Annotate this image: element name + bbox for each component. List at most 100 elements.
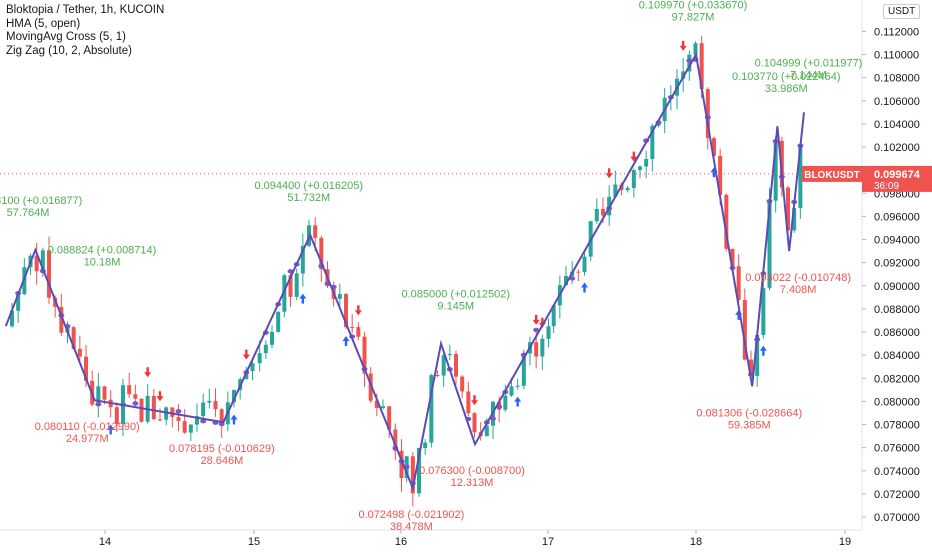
y-tick-label: 0.072000: [874, 489, 920, 501]
candle-body: [466, 391, 471, 414]
zigzag-label-volume: 57.764M: [7, 207, 50, 219]
indicator-hma[interactable]: HMA (5, open): [6, 17, 81, 30]
candle-body: [34, 255, 39, 272]
arrow-up-icon: [581, 282, 589, 293]
candle-body: [460, 376, 465, 392]
candle-body: [540, 338, 545, 357]
arrow-down-icon: [538, 317, 546, 328]
candle-body: [219, 409, 224, 425]
y-tick-label: 0.096000: [874, 211, 920, 223]
candle-body: [638, 166, 643, 171]
candle-body: [724, 194, 729, 249]
candle-body: [798, 145, 803, 209]
hma-dot: [95, 402, 102, 407]
candle-body: [631, 170, 636, 188]
price-tag-bg: [862, 165, 932, 192]
zigzag-label-price: 0.093022 (-0.010748): [745, 272, 851, 284]
candle-body: [250, 363, 255, 372]
candle-body: [176, 416, 181, 422]
x-tick-label: 19: [839, 536, 851, 548]
candle-body: [270, 331, 275, 345]
candle-body: [736, 266, 741, 300]
candle-body: [387, 406, 392, 430]
candle-body: [10, 310, 15, 327]
candles-group: [10, 35, 804, 507]
candle-body: [381, 406, 386, 409]
candle-body: [300, 245, 305, 274]
candle-body: [712, 138, 717, 156]
zigzag-label-price: 0.078195 (-0.010629): [169, 443, 275, 455]
arrow-down-icon: [242, 349, 250, 360]
zigzag-label-volume: 9.145M: [437, 301, 474, 313]
candle-body: [509, 386, 514, 396]
zigzag-label-price: 0.085000 (+0.012502): [401, 289, 510, 301]
candle-body: [503, 395, 508, 410]
candle-body: [164, 407, 169, 420]
candle-body: [472, 413, 477, 433]
candle-body: [374, 400, 379, 409]
candle-body: [182, 421, 187, 433]
zigzag-label-price: 0.088824 (+0.008714): [48, 245, 157, 257]
zigzag-label-price: 0.094400 (+0.016205): [254, 180, 363, 192]
currency-button[interactable]: USDT: [883, 4, 921, 19]
candle-body: [423, 442, 428, 449]
candle-body: [195, 416, 200, 425]
arrow-down-icon: [144, 367, 152, 378]
hma-dot: [132, 401, 139, 406]
candle-body: [625, 187, 630, 191]
indicator-zigzag[interactable]: Zig Zag (10, 2, Absolute): [6, 44, 132, 57]
candle-body: [313, 225, 318, 238]
candle-body: [687, 54, 692, 72]
candle-body: [767, 200, 772, 288]
candle-body: [263, 344, 268, 354]
zigzag-label-price: 0.081306 (-0.028664): [696, 407, 802, 419]
candle-body: [515, 385, 520, 387]
x-tick-label: 15: [248, 536, 260, 548]
candle-body: [276, 311, 281, 332]
zigzag-label-price: 0.093100 (+0.016877): [0, 195, 82, 207]
candle-body: [484, 425, 489, 437]
y-tick-label: 0.090000: [874, 281, 920, 293]
arrow-up-icon: [342, 335, 350, 346]
candle-body: [232, 390, 237, 403]
chart-legend: Bloktopia / Tether, 1h, KUCOIN HMA (5, o…: [6, 4, 164, 58]
y-tick-label: 0.080000: [874, 396, 920, 408]
y-tick-label: 0.082000: [874, 373, 920, 385]
y-tick-label: 0.084000: [874, 350, 920, 362]
candle-body: [257, 353, 262, 364]
symbol-title[interactable]: Bloktopia / Tether, 1h, KUCOIN: [6, 4, 165, 16]
candle-body: [613, 184, 618, 197]
candle-body: [429, 375, 434, 443]
y-tick-label: 0.104000: [874, 119, 920, 131]
candle-body: [170, 407, 175, 417]
candle-body: [693, 43, 698, 55]
candle-body: [47, 250, 52, 298]
hma-dot: [175, 409, 182, 414]
x-tick-label: 18: [690, 536, 702, 548]
y-tick-label: 0.106000: [874, 96, 920, 108]
candle-body: [282, 275, 287, 312]
symbol-tag-text: BLOKUSDT: [804, 170, 860, 181]
candle-body: [644, 159, 649, 167]
candle-body: [576, 271, 581, 273]
candle-body: [362, 336, 367, 374]
arrow-down-icon: [156, 391, 164, 402]
zigzag-label-volume: 51.732M: [287, 192, 330, 204]
y-tick-label: 0.088000: [874, 304, 920, 316]
candle-body: [447, 354, 452, 356]
zigzag-label-price: 0.080110 (-0.012990): [35, 421, 140, 433]
indicator-ma-cross[interactable]: MovingAvg Cross (5, 1): [6, 31, 126, 43]
y-tick-label: 0.094000: [874, 235, 920, 247]
candle-body: [77, 348, 82, 357]
candle-body: [59, 306, 64, 333]
candle-body: [114, 407, 119, 424]
arrow-up-icon: [107, 424, 115, 435]
candle-body: [133, 394, 138, 399]
candle-body: [417, 448, 422, 494]
candle-body: [546, 326, 551, 339]
candle-body: [158, 419, 163, 421]
arrow-down-icon: [532, 314, 540, 325]
